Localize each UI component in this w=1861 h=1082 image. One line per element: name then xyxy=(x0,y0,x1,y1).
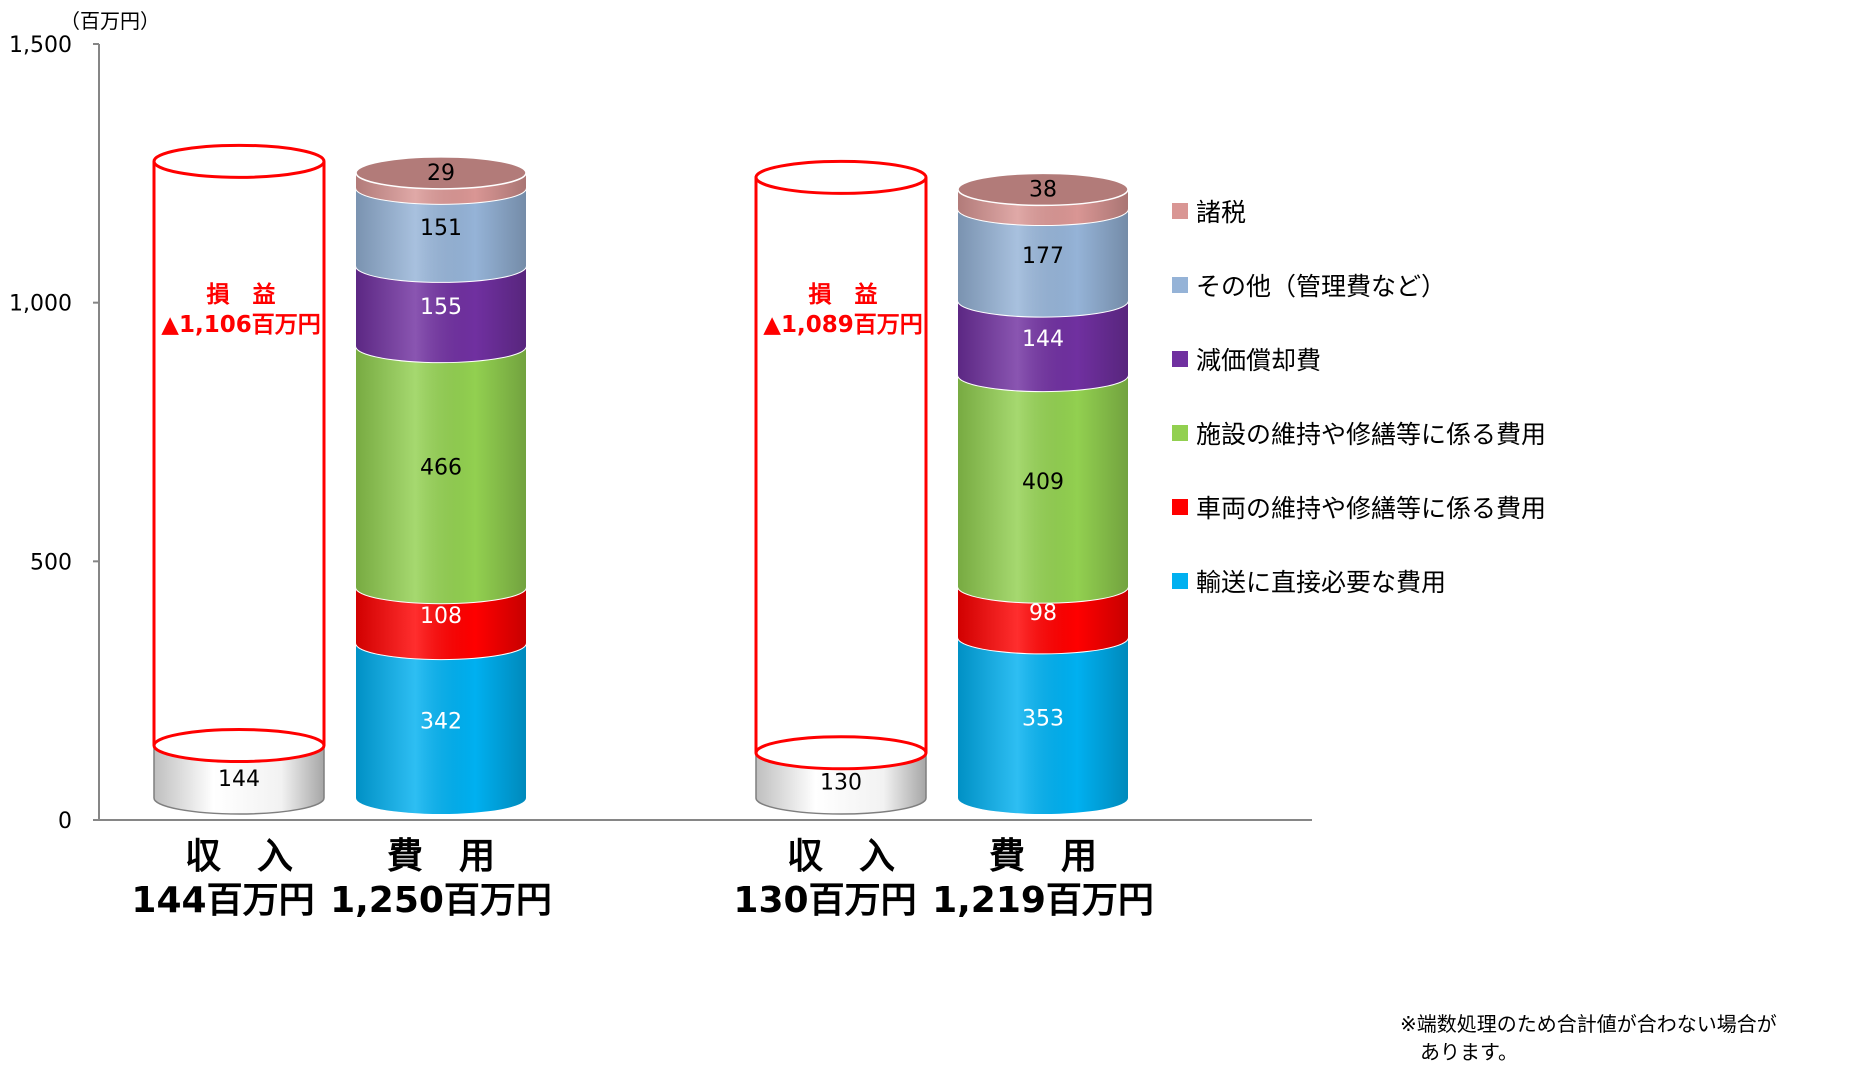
loss-outline-bottom xyxy=(152,728,326,764)
expense-segment-shading xyxy=(958,375,1128,603)
y-tick-label: 1,000 xyxy=(9,292,72,317)
expense-value-label: 353 xyxy=(1022,707,1064,732)
revenue-value-label: 144 xyxy=(218,767,260,792)
revenue-value-label: 130 xyxy=(820,770,862,795)
y-tick-label: 0 xyxy=(58,809,72,834)
expense-segment-shading xyxy=(356,346,526,604)
expense-segment-shading xyxy=(958,209,1128,317)
expense-value-label: 466 xyxy=(420,456,462,481)
bars xyxy=(153,156,1129,815)
expense-value-label: 409 xyxy=(1022,470,1064,495)
loss-label: 損 益 xyxy=(809,281,878,308)
loss-outline-bottom xyxy=(754,735,928,771)
bar-labels: 342 108 466 155 151 29 144 353 98 409 144 177 38 130 xyxy=(218,161,1064,796)
expense-value-label: 38 xyxy=(1029,177,1057,202)
category-expense-total: 1,250百万円 xyxy=(330,880,552,921)
expense-segment-shading xyxy=(356,172,526,204)
y-tick-label: 500 xyxy=(30,550,72,575)
expense-value-label: 98 xyxy=(1029,601,1057,626)
loss-outline-top xyxy=(754,159,928,195)
legend-swatch xyxy=(1172,499,1188,515)
legend-label: 減価償却費 xyxy=(1196,346,1321,375)
expense-value-label: 144 xyxy=(1022,327,1064,352)
expense-value-label: 155 xyxy=(420,295,462,320)
expense-segment-shading xyxy=(356,265,526,363)
legend-label: 諸税 xyxy=(1196,198,1246,227)
expense-top-cap xyxy=(355,156,527,190)
category-revenue-total: 130百万円 xyxy=(733,880,916,921)
unit-label: （百万円） xyxy=(60,9,160,33)
legend-swatch xyxy=(1172,351,1188,367)
legend-label: その他（管理費など） xyxy=(1196,272,1446,301)
category-revenue: 収 入 xyxy=(185,836,293,877)
footnote: ※端数処理のため合計値が合わない場合が あります。 xyxy=(1400,1012,1777,1064)
expense-segment-shading xyxy=(356,587,526,660)
expense-segment-shading xyxy=(356,643,526,814)
expense-segment-shading xyxy=(958,586,1128,654)
loss-value: ▲1,089百万円 xyxy=(763,312,922,338)
category-expense-total: 1,219百万円 xyxy=(932,880,1154,921)
loss-outline-top xyxy=(152,143,326,179)
loss-value: ▲1,106百万円 xyxy=(161,312,320,338)
expense-value-label: 108 xyxy=(420,604,462,629)
category-revenue-total: 144百万円 xyxy=(131,880,314,921)
legend-swatch xyxy=(1172,425,1188,441)
expense-value-label: 29 xyxy=(427,161,455,186)
y-axis: 0 500 1,000 1,500（百万円） xyxy=(9,9,1312,834)
legend-label: 輸送に直接必要な費用 xyxy=(1196,568,1446,597)
expense-value-label: 342 xyxy=(420,710,462,735)
legend-label: 車両の維持や修繕等に係る費用 xyxy=(1196,494,1546,523)
legend-swatch xyxy=(1172,203,1188,219)
category-expense: 費 用 xyxy=(387,836,495,877)
category-expense: 費 用 xyxy=(989,836,1097,877)
expense-value-label: 177 xyxy=(1022,244,1064,269)
expense-segment-shading xyxy=(958,300,1128,392)
expense-segment-shading xyxy=(958,189,1128,226)
y-tick-label: 1,500 xyxy=(9,33,72,58)
expense-value-label: 151 xyxy=(420,216,462,241)
category-revenue: 収 入 xyxy=(787,836,895,877)
expense-segment-shading xyxy=(356,187,526,282)
loss-label: 損 益 xyxy=(207,281,276,308)
legend-swatch xyxy=(1172,277,1188,293)
legend-label: 施設の維持や修繕等に係る費用 xyxy=(1196,420,1546,449)
expense-segment-shading xyxy=(958,637,1128,814)
expense-top-cap xyxy=(957,172,1129,207)
legend-swatch xyxy=(1172,573,1188,589)
